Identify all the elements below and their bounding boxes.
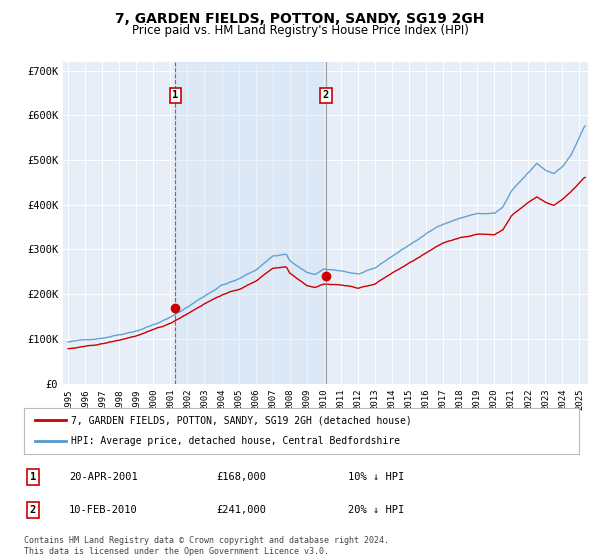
- Bar: [175, 62, 326, 384]
- Text: 1: 1: [30, 472, 36, 482]
- Text: 10-FEB-2010: 10-FEB-2010: [69, 505, 138, 515]
- Text: 7, GARDEN FIELDS, POTTON, SANDY, SG19 2GH: 7, GARDEN FIELDS, POTTON, SANDY, SG19 2G…: [115, 12, 485, 26]
- Text: 2: 2: [323, 90, 329, 100]
- Text: 10% ↓ HPI: 10% ↓ HPI: [348, 472, 404, 482]
- Text: HPI: Average price, detached house, Central Bedfordshire: HPI: Average price, detached house, Cent…: [71, 436, 400, 446]
- Text: 20% ↓ HPI: 20% ↓ HPI: [348, 505, 404, 515]
- Text: 7, GARDEN FIELDS, POTTON, SANDY, SG19 2GH (detached house): 7, GARDEN FIELDS, POTTON, SANDY, SG19 2G…: [71, 415, 412, 425]
- Text: Price paid vs. HM Land Registry's House Price Index (HPI): Price paid vs. HM Land Registry's House …: [131, 24, 469, 36]
- Text: 20-APR-2001: 20-APR-2001: [69, 472, 138, 482]
- Text: £168,000: £168,000: [216, 472, 266, 482]
- Text: Contains HM Land Registry data © Crown copyright and database right 2024.
This d: Contains HM Land Registry data © Crown c…: [24, 536, 389, 556]
- Text: £241,000: £241,000: [216, 505, 266, 515]
- Text: 2: 2: [30, 505, 36, 515]
- Text: 1: 1: [172, 90, 178, 100]
